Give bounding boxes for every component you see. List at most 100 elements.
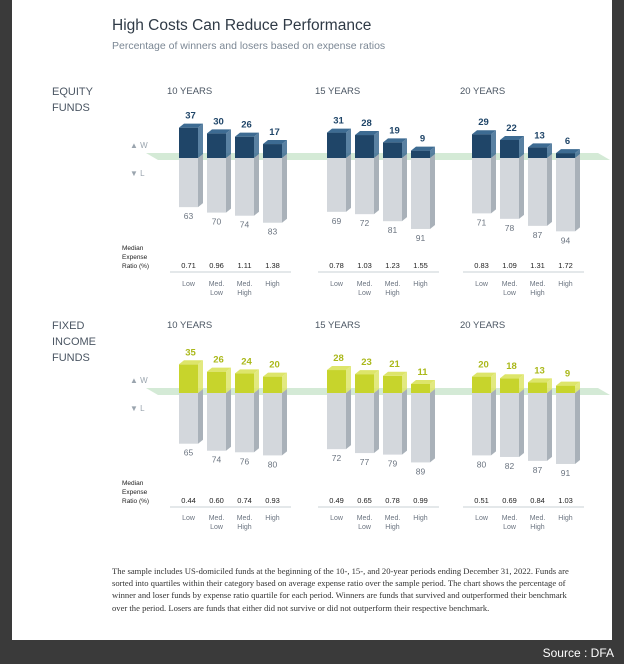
loser-bar-side: [198, 154, 203, 208]
winner-bar: [235, 373, 254, 393]
winner-bar-top: [263, 140, 287, 145]
loser-bar-side: [402, 154, 407, 222]
winner-bar-side: [374, 370, 379, 393]
loser-value-label: 87: [533, 465, 543, 475]
period-label: 15 YEARS: [315, 320, 360, 331]
loser-value-label: 72: [360, 218, 370, 228]
winner-bar: [355, 374, 374, 393]
quartile-label: Med.: [502, 281, 518, 288]
expense-ratio-value: 0.74: [237, 496, 252, 505]
winner-bar-side: [226, 367, 231, 393]
loser-value-label: 91: [561, 468, 571, 478]
losers-indicator: ▼ L: [130, 404, 145, 413]
winner-bar-top: [327, 366, 351, 371]
loser-value-label: 87: [533, 230, 543, 240]
expense-ratio-value: 0.49: [329, 496, 344, 505]
winner-bar-side: [430, 379, 435, 393]
loser-bar: [411, 158, 430, 229]
winner-bar: [235, 136, 254, 158]
loser-value-label: 77: [360, 457, 370, 467]
loser-bar: [179, 393, 198, 444]
loser-bar: [500, 158, 519, 219]
winner-value-label: 18: [506, 361, 517, 372]
period-label: 20 YEARS: [460, 320, 505, 331]
period-label: 20 YEARS: [460, 86, 505, 97]
period-label: 10 YEARS: [167, 86, 212, 97]
loser-bar: [263, 393, 282, 456]
winner-value-label: 13: [534, 365, 545, 376]
winner-value-label: 29: [478, 117, 489, 128]
winner-value-label: 9: [565, 369, 570, 380]
winner-value-label: 20: [269, 360, 280, 371]
winner-bar-top: [355, 131, 379, 136]
quartile-label: Low: [358, 524, 372, 531]
loser-bar-side: [575, 389, 580, 464]
winner-bar-top: [235, 132, 259, 137]
winner-bar-top: [263, 372, 287, 377]
loser-bar-side: [282, 389, 287, 456]
loser-bar: [327, 158, 346, 212]
loser-bar-side: [226, 154, 231, 213]
winner-bar: [528, 147, 547, 158]
loser-value-label: 78: [505, 223, 515, 233]
winner-bar: [556, 153, 575, 158]
winner-bar-side: [519, 135, 524, 158]
winner-value-label: 28: [361, 118, 372, 129]
expense-ratio-value: 0.99: [413, 496, 428, 505]
winner-bar-side: [226, 129, 231, 158]
loser-bar: [355, 393, 374, 454]
quartile-label: Med.: [357, 281, 373, 288]
loser-value-label: 80: [477, 459, 487, 469]
winner-bar-top: [472, 130, 496, 135]
winner-bar: [411, 150, 430, 158]
loser-bar-side: [346, 389, 351, 450]
winner-bar: [556, 385, 575, 393]
winner-bar-top: [411, 146, 435, 151]
quartile-label: Med.: [530, 515, 546, 522]
loser-bar-side: [519, 389, 524, 457]
expense-ratio-value: 1.03: [558, 496, 573, 505]
chart-title: High Costs Can Reduce Performance: [112, 17, 372, 34]
winner-value-label: 31: [333, 116, 344, 127]
winner-value-label: 28: [333, 353, 344, 364]
expense-ratio-value: 0.65: [357, 496, 372, 505]
winner-bar: [383, 142, 402, 158]
winner-bar-side: [198, 360, 203, 393]
winner-bar-top: [207, 129, 231, 134]
loser-bar-side: [254, 154, 259, 216]
loser-value-label: 79: [388, 459, 398, 469]
winner-bar: [327, 370, 346, 393]
expense-ratio-label: Median: [122, 480, 144, 487]
quartile-label: Low: [182, 515, 196, 522]
expense-ratio-label: Expense: [122, 489, 148, 496]
winner-bar-top: [235, 369, 259, 374]
expense-ratio-value: 0.83: [474, 261, 489, 270]
quartile-label: Low: [475, 281, 489, 288]
winner-bar-top: [500, 374, 524, 379]
quartile-label: Low: [330, 281, 344, 288]
section-label: FUNDS: [52, 102, 90, 114]
winner-value-label: 30: [213, 116, 224, 127]
winner-bar-side: [198, 123, 203, 158]
winner-bar: [383, 375, 402, 393]
quartile-label: High: [413, 281, 428, 288]
quartile-label: Med.: [237, 281, 253, 288]
loser-value-label: 70: [212, 217, 222, 227]
winner-bar-top: [411, 379, 435, 384]
expense-ratio-value: 0.78: [329, 261, 344, 270]
expense-ratio-value: 1.23: [385, 261, 400, 270]
loser-bar: [500, 393, 519, 457]
winner-bar-top: [383, 371, 407, 376]
loser-bar-side: [346, 154, 351, 212]
expense-ratio-value: 1.03: [357, 261, 372, 270]
winner-value-label: 11: [417, 367, 428, 378]
loser-value-label: 91: [416, 233, 426, 243]
loser-value-label: 83: [268, 227, 278, 237]
winner-bar-side: [491, 130, 496, 158]
bar-charts: EQUITY FUNDS ▲ W ▼ L Median Expense Ratio (%) 1…: [52, 86, 610, 531]
winner-bar: [179, 127, 198, 158]
period-label: 15 YEARS: [315, 86, 360, 97]
winner-value-label: 20: [478, 360, 489, 371]
section-label: INCOME: [52, 336, 96, 348]
winner-bar-side: [547, 143, 552, 158]
